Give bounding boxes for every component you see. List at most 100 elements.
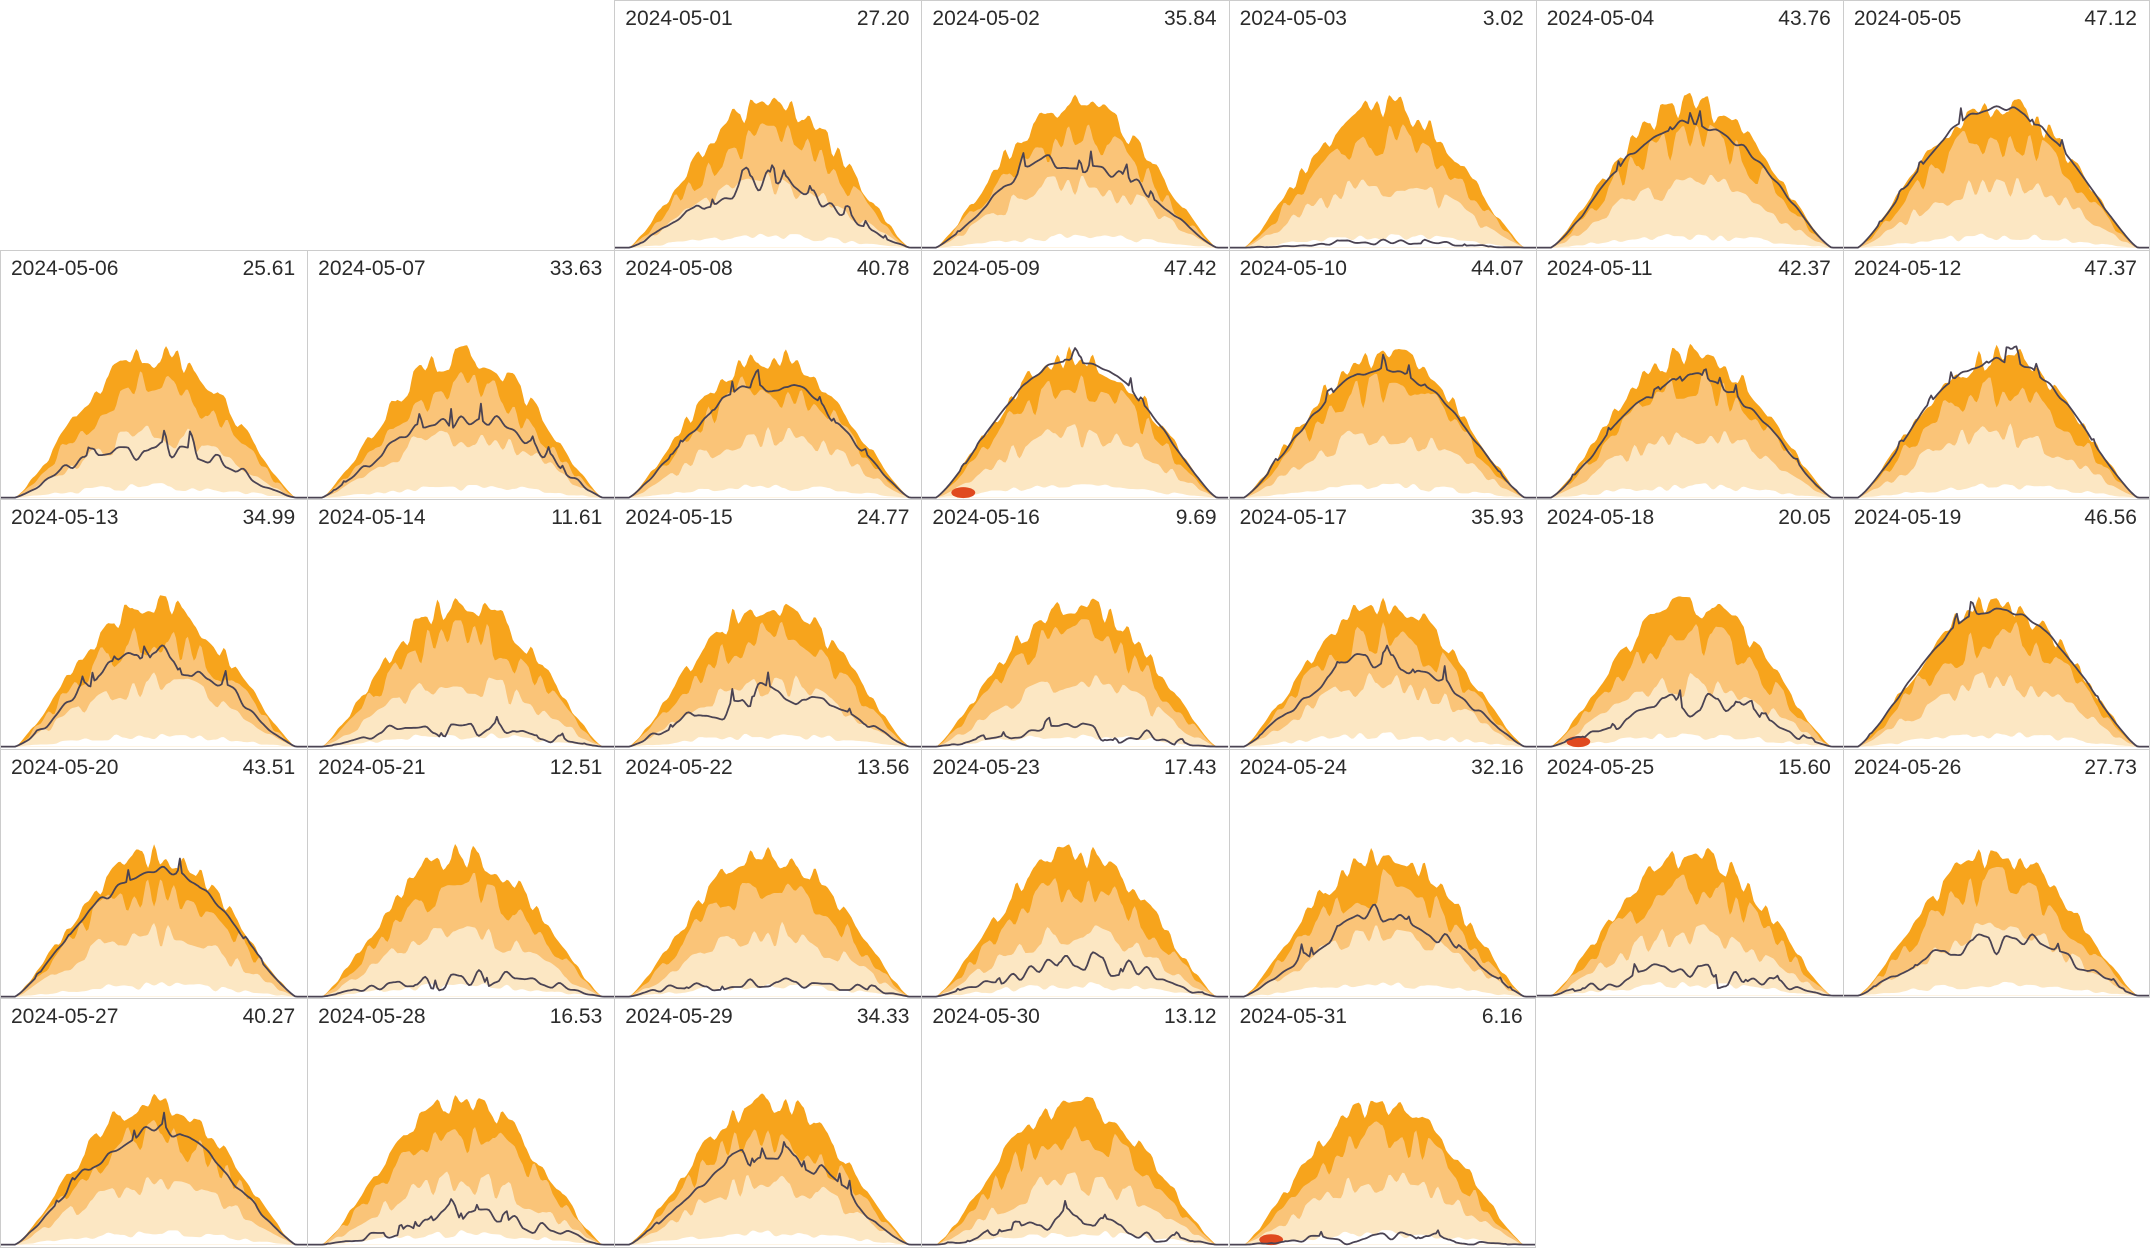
band-area <box>1843 233 2149 248</box>
day-chart <box>1229 597 1536 748</box>
day-cell-2024-05-22: 2024-05-22 13.56 <box>614 748 922 999</box>
band-area <box>1 922 308 997</box>
band-area <box>922 233 1229 248</box>
day-chart <box>1536 847 1843 997</box>
day-cell-2024-05-14: 2024-05-14 11.61 <box>307 499 615 749</box>
band-area <box>1536 482 1843 498</box>
alert-marker <box>951 486 976 498</box>
band-area <box>1843 732 2149 747</box>
day-cell-2024-05-10: 2024-05-10 44.07 <box>1228 249 1536 500</box>
actual-production-line <box>922 951 1229 998</box>
day-chart <box>308 344 615 499</box>
band-area <box>1 1230 308 1246</box>
day-chart <box>922 94 1229 249</box>
day-chart <box>615 846 922 998</box>
day-cell-2024-05-03: 2024-05-03 3.02 <box>1228 0 1536 250</box>
actual-production-line <box>615 368 922 499</box>
band-area <box>1843 483 2149 498</box>
actual-production-line <box>1229 238 1536 249</box>
day-cell-2024-05-01: 2024-05-01 27.20 <box>614 0 922 250</box>
empty-cell <box>0 0 308 250</box>
band-area <box>1229 732 1536 747</box>
band-area <box>1 1177 308 1246</box>
day-chart <box>922 345 1229 499</box>
band-area <box>1536 981 1843 996</box>
day-chart <box>1229 1101 1535 1246</box>
day-chart <box>922 1097 1229 1246</box>
band-area <box>1229 925 1536 997</box>
actual-production-line <box>1229 644 1536 748</box>
day-chart <box>615 1093 922 1246</box>
actual-production-line <box>1536 367 1843 499</box>
band-area <box>1536 924 1843 996</box>
band-area <box>615 484 922 498</box>
day-cell-2024-05-30: 2024-05-30 13.12 <box>921 998 1229 1248</box>
day-cell-2024-05-21: 2024-05-21 12.51 <box>307 748 615 999</box>
band-area <box>1843 981 2149 996</box>
day-chart <box>1843 344 2149 499</box>
band-area <box>308 1230 615 1246</box>
day-cell-2024-05-20: 2024-05-20 43.51 <box>0 748 308 999</box>
day-chart <box>1229 95 1536 249</box>
day-chart <box>1536 596 1843 748</box>
actual-production-line <box>1843 933 2149 997</box>
band-area <box>922 423 1229 498</box>
band-area <box>1229 179 1536 248</box>
actual-production-line <box>1843 345 2149 499</box>
day-cell-2024-05-27: 2024-05-27 40.27 <box>0 998 308 1248</box>
day-chart <box>922 844 1229 998</box>
actual-production-line <box>1229 903 1536 998</box>
band-area <box>922 483 1229 498</box>
day-cell-2024-05-23: 2024-05-23 17.43 <box>921 748 1229 999</box>
day-chart <box>1536 92 1843 249</box>
day-cell-2024-05-12: 2024-05-12 47.37 <box>1842 249 2150 500</box>
band-area <box>1 734 308 747</box>
band-area <box>1536 234 1843 248</box>
band-area <box>615 983 922 997</box>
day-cell-2024-05-08: 2024-05-08 40.78 <box>614 249 922 500</box>
band-area <box>308 484 615 498</box>
band-area <box>922 1231 1229 1246</box>
band-area <box>308 430 615 498</box>
day-cell-2024-05-11: 2024-05-11 42.37 <box>1535 249 1843 500</box>
band-area <box>1229 1173 1535 1246</box>
actual-production-line <box>1536 962 1843 997</box>
actual-production-line <box>615 977 922 998</box>
band-area <box>615 173 922 248</box>
band-area <box>1229 982 1536 997</box>
day-cell-2024-05-29: 2024-05-29 34.33 <box>614 998 922 1248</box>
actual-production-line <box>1536 689 1843 748</box>
day-cell-2024-05-24: 2024-05-24 32.16 <box>1228 748 1536 999</box>
day-chart <box>615 603 922 748</box>
day-chart <box>615 97 922 249</box>
day-chart <box>1229 348 1536 499</box>
day-chart <box>1 844 308 998</box>
band-area <box>1 482 308 498</box>
day-cell-2024-05-09: 2024-05-09 47.42 <box>921 249 1229 500</box>
actual-production-line <box>615 164 922 249</box>
day-cell-2024-05-26: 2024-05-26 27.73 <box>1842 748 2150 999</box>
band-area <box>1843 922 2149 996</box>
actual-production-line <box>308 968 615 998</box>
empty-cell <box>1842 998 2150 1248</box>
actual-production-line <box>308 402 615 499</box>
actual-production-line <box>922 150 1229 249</box>
band-area <box>1229 483 1536 498</box>
band-area <box>615 921 922 997</box>
band-area <box>922 734 1229 747</box>
band-area <box>1229 673 1536 747</box>
day-cell-2024-05-19: 2024-05-19 46.56 <box>1842 499 2150 749</box>
band-area <box>615 426 922 498</box>
day-chart <box>1536 343 1843 499</box>
band-area <box>922 1172 1229 1246</box>
band-area <box>1843 672 2149 747</box>
day-cell-2024-05-06: 2024-05-06 25.61 <box>0 249 308 500</box>
band-area <box>922 175 1229 248</box>
actual-production-line <box>615 671 922 748</box>
band-area <box>615 734 922 747</box>
band-area <box>308 733 615 747</box>
actual-production-line <box>308 716 615 748</box>
band-area <box>615 233 922 248</box>
day-chart <box>922 598 1229 748</box>
